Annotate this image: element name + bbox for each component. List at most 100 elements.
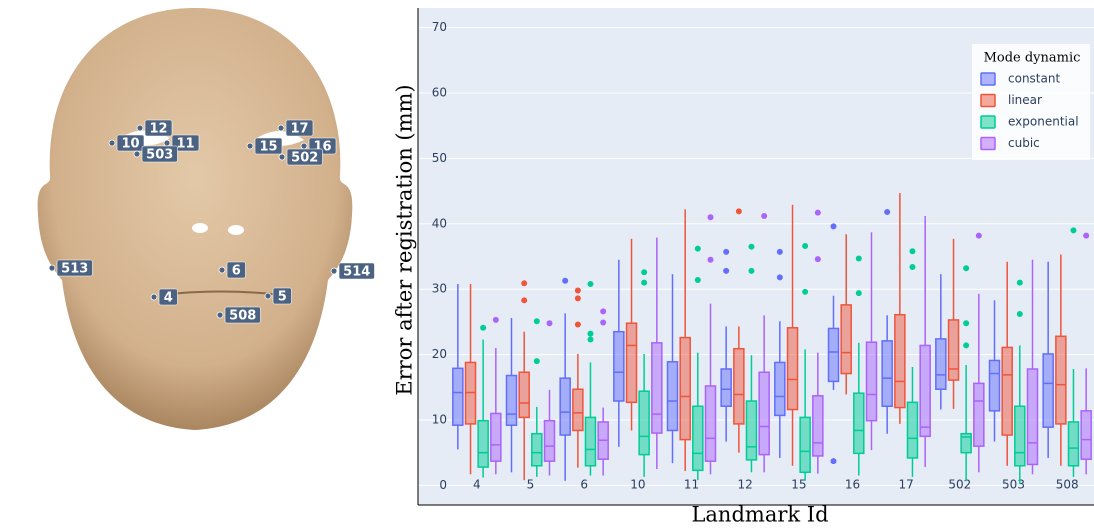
box bbox=[1080, 410, 1092, 460]
outlier bbox=[830, 458, 837, 465]
y-tick-label: 20 bbox=[432, 347, 447, 361]
box bbox=[1014, 405, 1026, 467]
landmark-label-box bbox=[286, 148, 323, 166]
legend: Mode dynamic constant linear exponential cu… bbox=[972, 44, 1090, 160]
landmark-label-box bbox=[158, 288, 178, 306]
outlier bbox=[735, 208, 742, 215]
outlier bbox=[909, 263, 916, 270]
x-tick-label: 12 bbox=[738, 478, 753, 492]
outlier bbox=[855, 255, 862, 262]
box bbox=[666, 361, 679, 432]
box bbox=[960, 432, 972, 454]
box bbox=[906, 401, 919, 459]
box bbox=[584, 416, 597, 467]
face-shape bbox=[37, 8, 353, 430]
box bbox=[625, 322, 638, 404]
outlier bbox=[975, 232, 982, 239]
box bbox=[638, 390, 650, 456]
face-illustration bbox=[37, 8, 353, 430]
box bbox=[894, 313, 906, 409]
landmark-point bbox=[246, 142, 254, 150]
outlier bbox=[814, 209, 821, 216]
box bbox=[827, 327, 840, 383]
nostril bbox=[192, 223, 208, 233]
x-tick-label: 6 bbox=[580, 478, 588, 492]
outlier bbox=[748, 243, 755, 250]
outlier bbox=[802, 288, 809, 295]
box bbox=[1001, 346, 1013, 436]
landmark-label: 15 bbox=[259, 140, 277, 155]
nostril bbox=[228, 225, 244, 235]
landmark-label: 12 bbox=[149, 122, 167, 137]
landmark-point bbox=[133, 150, 141, 158]
landmark-label-box bbox=[56, 259, 93, 277]
outlier bbox=[1016, 279, 1023, 286]
y-axis-title: Error after registration (mm) bbox=[393, 84, 417, 395]
landmark-label-box bbox=[226, 261, 246, 279]
landmark-point bbox=[136, 124, 144, 132]
landmark-label: 10 bbox=[121, 137, 139, 152]
landmark-label: 502 bbox=[291, 151, 318, 166]
outlier bbox=[600, 319, 607, 326]
outlier bbox=[723, 267, 730, 274]
landmark-point bbox=[300, 142, 308, 150]
landmark-label: 508 bbox=[229, 309, 256, 324]
outlier bbox=[533, 318, 540, 325]
box bbox=[1042, 353, 1054, 428]
outlier bbox=[884, 209, 891, 216]
box bbox=[812, 395, 824, 457]
box bbox=[692, 405, 704, 472]
landmark-point bbox=[216, 311, 224, 319]
landmark-label-box bbox=[144, 119, 173, 137]
box bbox=[543, 419, 556, 462]
x-tick-label: 502 bbox=[948, 478, 971, 492]
box bbox=[745, 400, 758, 461]
box bbox=[679, 336, 691, 441]
landmark-label: 513 bbox=[61, 262, 88, 277]
landmark-label-box bbox=[254, 137, 283, 155]
box bbox=[758, 371, 770, 456]
landmark-point bbox=[264, 292, 272, 300]
x-axis-title: Landmark Id bbox=[691, 503, 828, 527]
box bbox=[733, 347, 745, 425]
box bbox=[865, 341, 878, 422]
legend-swatch bbox=[980, 115, 996, 129]
outlier bbox=[761, 212, 768, 219]
legend-label: linear bbox=[1008, 93, 1042, 107]
box bbox=[988, 359, 1001, 412]
x-tick-label: 11 bbox=[684, 478, 699, 492]
outlier bbox=[641, 279, 648, 286]
x-tick-label: 5 bbox=[527, 478, 535, 492]
landmark-label-box bbox=[224, 306, 261, 324]
y-tick-label: 0 bbox=[439, 478, 447, 492]
box bbox=[853, 392, 865, 455]
y-tick-label: 10 bbox=[432, 412, 447, 426]
box bbox=[613, 330, 625, 402]
outlier bbox=[1083, 232, 1090, 239]
box bbox=[518, 371, 530, 419]
outlier bbox=[748, 267, 755, 274]
box bbox=[774, 361, 786, 417]
grid: 0 10 20 30 40 50 60 70 bbox=[419, 20, 1094, 492]
outlier bbox=[533, 358, 540, 365]
x-tick-label: 508 bbox=[1056, 478, 1079, 492]
x-tick-label: 15 bbox=[791, 478, 806, 492]
landmark-point bbox=[150, 293, 158, 301]
landmark-label-box bbox=[171, 134, 200, 152]
outlier bbox=[480, 324, 487, 331]
plot: 4 5 6 10 11 12 15 16 17 502 503 508 bbox=[452, 193, 1092, 492]
box bbox=[947, 319, 960, 381]
legend-swatch bbox=[980, 72, 996, 86]
outlier bbox=[521, 297, 528, 304]
outlier bbox=[707, 256, 714, 263]
x-tick-label: 16 bbox=[845, 478, 860, 492]
landmark-label-box bbox=[116, 134, 145, 152]
outlier bbox=[855, 290, 862, 297]
outlier bbox=[521, 280, 528, 287]
landmark-label: 11 bbox=[176, 137, 194, 152]
outlier bbox=[574, 287, 581, 294]
box bbox=[881, 340, 893, 408]
outlier bbox=[694, 245, 701, 252]
